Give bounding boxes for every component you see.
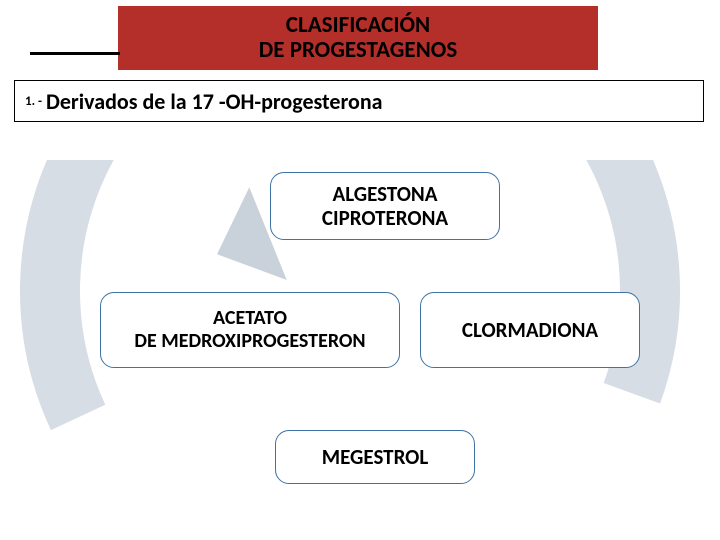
node-line: ALGESTONA bbox=[333, 182, 438, 206]
node-clormadiona: CLORMADIONA bbox=[420, 292, 640, 368]
title-line1: CLASIFICACIÓN bbox=[286, 13, 430, 38]
subtitle-text: Derivados de la 17 -OH-progesterona bbox=[46, 88, 383, 115]
node-line: ACETATO bbox=[213, 307, 287, 330]
title-banner: CLASIFICACIÓN DE PROGESTAGENOS bbox=[118, 6, 598, 70]
node-line: CLORMADIONA bbox=[462, 318, 598, 342]
subtitle-prefix: 1. - bbox=[25, 94, 42, 109]
subtitle-box: 1. - Derivados de la 17 -OH-progesterona bbox=[14, 80, 704, 122]
title-underline bbox=[30, 52, 120, 55]
node-line: CIPROTERONA bbox=[322, 206, 448, 230]
node-megestrol: MEGESTROL bbox=[275, 430, 475, 484]
node-line: MEGESTROL bbox=[322, 445, 429, 469]
node-algestona-ciproterona: ALGESTONA CIPROTERONA bbox=[270, 172, 500, 240]
node-line: DE MEDROXIPROGESTERON bbox=[134, 330, 365, 353]
node-acetato-medroxiprogesteron: ACETATO DE MEDROXIPROGESTERON bbox=[100, 292, 400, 368]
title-line2: DE PROGESTAGENOS bbox=[259, 38, 457, 63]
